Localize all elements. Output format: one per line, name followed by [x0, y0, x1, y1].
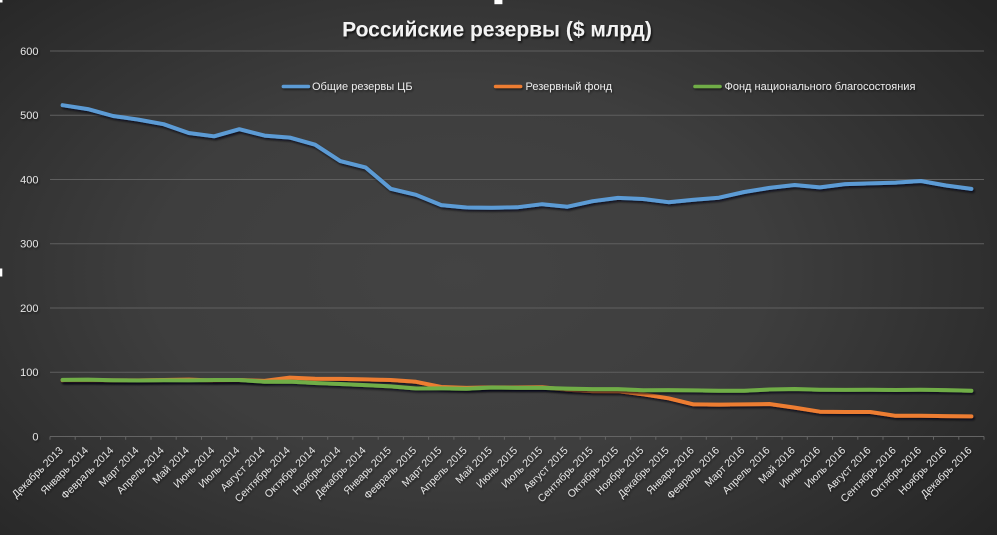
svg-text:500: 500 [20, 110, 38, 122]
svg-text:100: 100 [20, 367, 38, 379]
svg-text:300: 300 [20, 239, 38, 251]
svg-text:Общие резервы ЦБ: Общие резервы ЦБ [312, 81, 413, 93]
svg-text:Фонд национального благосостоя: Фонд национального благосостояния [725, 81, 916, 93]
svg-text:600: 600 [20, 46, 38, 58]
svg-text:Российские резервы ($ млрд): Российские резервы ($ млрд) [342, 19, 652, 42]
svg-text:200: 200 [20, 303, 38, 315]
svg-text:Резервный фонд: Резервный фонд [526, 81, 613, 93]
svg-text:0: 0 [32, 431, 38, 443]
svg-text:400: 400 [20, 174, 38, 186]
